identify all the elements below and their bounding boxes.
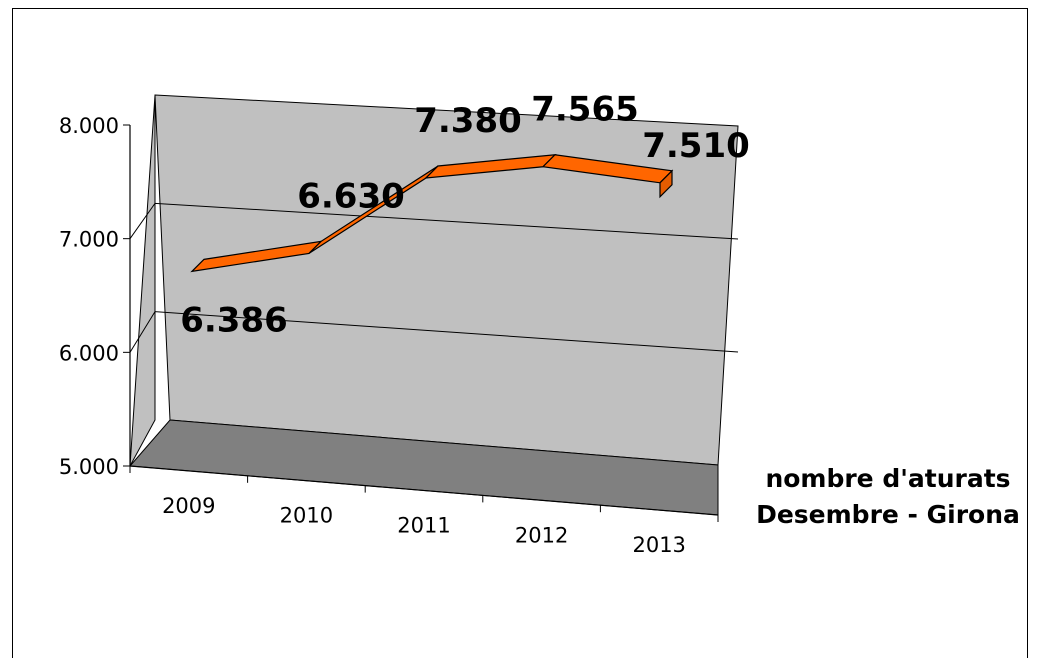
x-axis — [129, 465, 719, 516]
x-tick-label: 2013 — [632, 533, 685, 557]
x-ticks: 2009 2010 2011 2012 2013 — [129, 466, 719, 557]
data-label: 6.630 — [297, 176, 405, 216]
series-end-cap — [659, 169, 673, 199]
data-label: 7.380 — [414, 101, 522, 141]
data-label: 6.386 — [180, 300, 288, 340]
x-tick-label: 2012 — [515, 523, 568, 547]
x-tick-label: 2011 — [397, 514, 450, 538]
data-label: 7.510 — [642, 126, 750, 166]
x-tick-label: 2009 — [162, 494, 215, 518]
y-tick-label: 7.000 — [59, 228, 119, 252]
data-label: 7.565 — [531, 90, 639, 130]
legend-line-2: Desembre - Girona — [756, 500, 1020, 529]
series-line — [190, 153, 674, 273]
left-wall — [129, 94, 156, 467]
gridline — [129, 202, 739, 240]
legend: nombre d'aturats Desembre - Girona — [756, 464, 1020, 529]
gridlines — [129, 202, 739, 353]
legend-line-1: nombre d'aturats — [765, 464, 1010, 493]
x-tick-label: 2010 — [280, 504, 333, 528]
y-ticks: 5.000 6.000 7.000 8.000 — [59, 114, 130, 479]
gridline — [129, 311, 739, 353]
y-tick-label: 5.000 — [59, 455, 119, 479]
y-tick-label: 6.000 — [59, 341, 119, 365]
y-tick-label: 8.000 — [59, 114, 119, 138]
